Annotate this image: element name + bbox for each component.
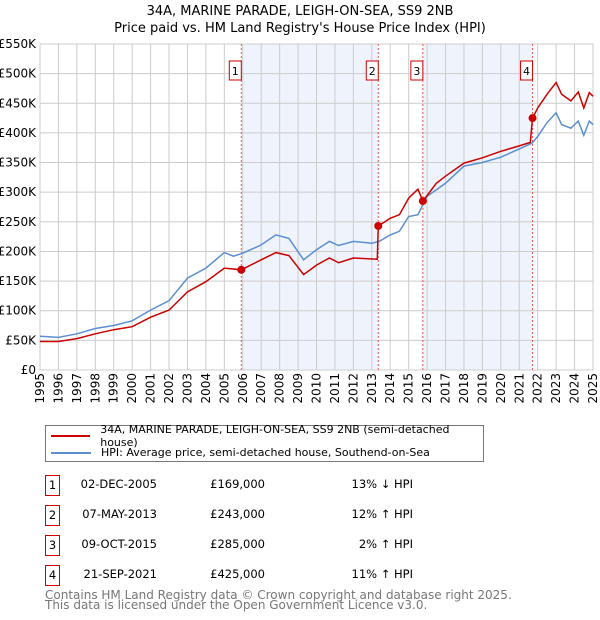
sale-point — [237, 265, 246, 274]
y-tick-label: £200K — [0, 244, 37, 258]
y-tick-label: £250K — [0, 215, 37, 229]
legend-swatch-hpi — [51, 451, 91, 454]
x-tick-label: 2023 — [549, 373, 563, 404]
transaction-date: 21-SEP-2021 — [83, 567, 157, 581]
footer-licence: This data is licensed under the Open Gov… — [45, 598, 428, 612]
chart-subtitle: Price paid vs. HM Land Registry's House … — [114, 21, 486, 36]
x-tick-label: 2025 — [586, 373, 600, 404]
x-tick-label: 2013 — [365, 373, 379, 404]
x-tick-label: 2010 — [310, 373, 324, 404]
x-tick-label: 2007 — [254, 373, 268, 404]
price-chart: £0 £50K £100K £150K £200K £250K £300K £350K £400… — [0, 37, 600, 404]
x-tick-label: 2009 — [291, 373, 305, 404]
chart-title: 34A, MARINE PARADE, LEIGH-ON-SEA, SS9 2N… — [146, 4, 454, 19]
transaction-hpi: 2% ↑ HPI — [358, 537, 413, 551]
transaction-date: 02-DEC-2005 — [80, 477, 157, 491]
sale-label: 1 — [232, 65, 239, 78]
x-tick-label: 1999 — [107, 373, 121, 404]
sale-label-box — [410, 60, 424, 81]
sale-label: 4 — [523, 65, 530, 78]
x-tick-label: 1998 — [88, 373, 102, 404]
sale-label-box — [520, 60, 534, 81]
x-tick-label: 2008 — [273, 373, 287, 404]
transaction-number: 2 — [45, 505, 60, 526]
legend-item-hpi: HPI: Average price, semi-detached house,… — [46, 444, 430, 461]
legend-label-hpi: HPI: Average price, semi-detached house,… — [101, 446, 430, 459]
transaction-number: 4 — [45, 565, 60, 586]
transaction-number: 3 — [45, 535, 60, 556]
y-tick-label: £400K — [0, 126, 37, 140]
sale-point — [418, 197, 427, 206]
transaction-price: £169,000 — [210, 477, 265, 491]
x-tick-label: 2006 — [236, 373, 250, 404]
y-tick-label: £150K — [0, 274, 37, 288]
sale-label: 3 — [413, 65, 420, 78]
x-tick-label: 2001 — [144, 373, 158, 404]
plot-frame — [39, 43, 594, 371]
sale-point — [528, 114, 537, 123]
transaction-hpi: 13% ↓ HPI — [351, 477, 413, 491]
y-tick-label: £0 — [21, 363, 36, 377]
x-tick-label: 2014 — [383, 373, 397, 404]
legend-label-property: 34A, MARINE PARADE, LEIGH-ON-SEA, SS9 2N… — [100, 422, 450, 449]
legend-swatch-property — [51, 434, 91, 437]
footer: Contains HM Land Registry data © Crown c… — [45, 588, 512, 612]
transaction-price: £425,000 — [210, 567, 265, 581]
x-tick-label: 2017 — [439, 373, 453, 404]
x-tick-label: 1995 — [33, 373, 47, 404]
transaction-price: £243,000 — [210, 507, 265, 521]
x-tick-label: 1996 — [51, 373, 65, 404]
x-tick-label: 2019 — [475, 373, 489, 404]
x-tick-label: 2020 — [494, 373, 508, 404]
x-tick-label: 2012 — [346, 373, 360, 404]
legend: 34A, MARINE PARADE, LEIGH-ON-SEA, SS9 2N… — [45, 423, 484, 462]
x-tick-label: 2005 — [217, 373, 231, 404]
x-tick-label: 2022 — [531, 373, 545, 404]
sale-label-box — [228, 60, 242, 81]
shaded-period — [241, 44, 379, 370]
transaction-hpi: 12% ↑ HPI — [351, 507, 413, 521]
y-tick-label: £550K — [0, 37, 37, 51]
transaction-date: 09-OCT-2015 — [81, 537, 157, 551]
transaction-hpi: 11% ↑ HPI — [351, 567, 413, 581]
transaction-number: 1 — [45, 475, 60, 496]
y-tick-label: £500K — [0, 67, 37, 81]
transaction-date: 07-MAY-2013 — [82, 507, 157, 521]
x-tick-label: 2011 — [328, 373, 342, 404]
x-tick-label: 2018 — [457, 373, 471, 404]
sale-label-box — [365, 60, 379, 81]
x-tick-label: 2021 — [512, 373, 526, 404]
y-tick-label: £100K — [0, 304, 37, 318]
transaction-price: £285,000 — [210, 537, 265, 551]
x-tick-label: 2003 — [180, 373, 194, 404]
x-tick-label: 2015 — [402, 373, 416, 404]
hpi-line — [39, 111, 594, 339]
x-tick-label: 2016 — [420, 373, 434, 404]
x-tick-label: 1997 — [70, 373, 84, 404]
x-tick-label: 2024 — [568, 373, 582, 404]
legend-item-property: 34A, MARINE PARADE, LEIGH-ON-SEA, SS9 2N… — [46, 423, 483, 449]
property-price-line — [40, 81, 594, 343]
footer-copyright: Contains HM Land Registry data © Crown c… — [45, 588, 512, 602]
x-tick-label: 2000 — [125, 373, 139, 404]
y-tick-label: £300K — [0, 185, 37, 199]
y-tick-label: £450K — [0, 96, 37, 110]
sale-point — [374, 221, 383, 230]
sale-label: 2 — [369, 65, 376, 78]
x-tick-label: 2002 — [162, 373, 176, 404]
y-tick-label: £350K — [0, 156, 37, 170]
y-tick-label: £50K — [5, 333, 37, 347]
shaded-period — [422, 44, 533, 370]
x-tick-label: 2004 — [199, 373, 213, 404]
